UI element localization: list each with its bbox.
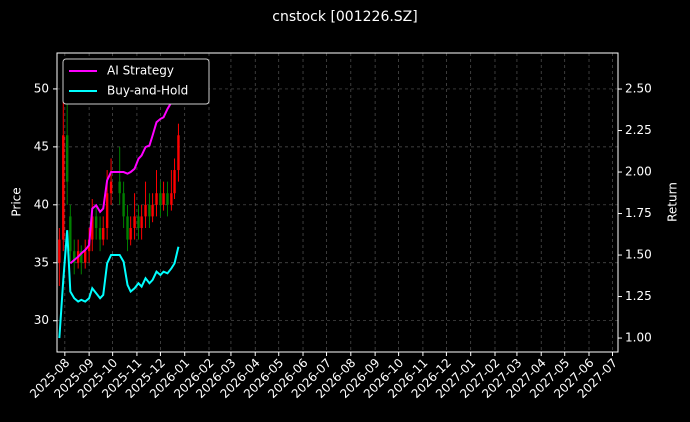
y2-tick-label: 2.50 [625,82,652,96]
y2-tick-label: 1.75 [625,206,652,220]
candle-body [129,227,132,240]
candle-body [148,204,151,217]
candle-body [69,216,72,252]
candle-body [177,135,180,171]
candle-body [133,216,136,228]
candle-body [109,181,113,194]
y2-axis-label: Return [666,182,680,222]
y-axis-label: Price [10,187,24,216]
legend: AI Strategy Buy-and-Hold [62,58,210,105]
candle-body [159,193,162,205]
y2-tick-label: 2.25 [625,123,652,137]
candle-body [84,251,87,263]
candle-body [144,204,147,217]
y-tick-label: 45 [34,139,49,153]
chart-title: cnstock [001226.SZ] [272,9,417,25]
candle-body [80,251,83,263]
y-tick-label: 40 [34,197,49,211]
candle-body [151,204,154,217]
candle-body [140,216,143,228]
candle-body [170,193,173,205]
candle-body [94,216,98,228]
candle-body [105,193,109,228]
y2-tick-label: 1.25 [625,289,652,303]
candle-body [162,193,165,205]
y2-tick-label: 1.50 [625,248,652,262]
y-tick-label: 35 [34,255,49,269]
y2-tick-label: 1.00 [625,331,652,345]
candle-body [65,135,69,182]
candle-body [137,216,140,228]
legend-label: Buy-and-Hold [107,84,188,98]
candle-body [126,216,129,240]
line-series [58,230,180,339]
legend-label: AI Strategy [107,64,174,78]
candle-body [155,193,158,205]
y-tick-label: 30 [34,313,49,327]
candle-body [102,227,105,240]
plot-frame [56,52,619,353]
candle-body [118,181,121,194]
legend-box [62,58,210,105]
line-series [69,71,180,265]
candle-body [173,170,176,194]
candle-body [91,216,94,240]
candle-body [98,227,102,240]
candle-body [166,193,169,205]
candle-body [73,251,76,263]
candle-body [58,239,61,263]
candle-body [122,193,125,217]
y2-tick-label: 2.00 [625,165,652,179]
y-tick-label: 50 [34,81,49,95]
candle-body [62,135,65,240]
